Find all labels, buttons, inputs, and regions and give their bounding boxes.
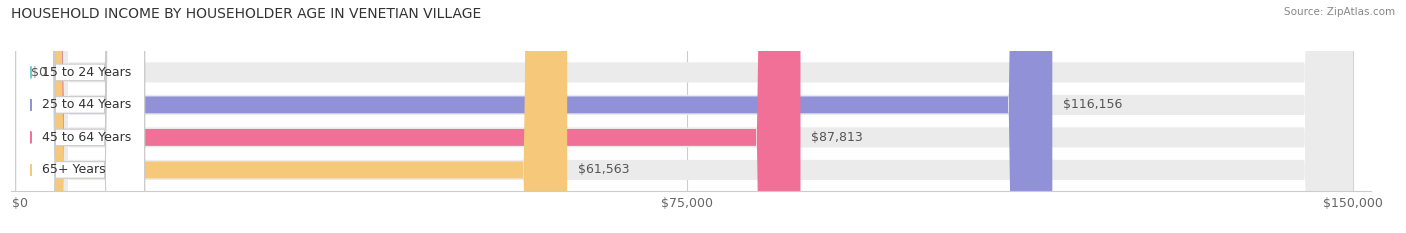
FancyBboxPatch shape <box>15 0 145 233</box>
FancyBboxPatch shape <box>20 0 1353 233</box>
Text: 25 to 44 Years: 25 to 44 Years <box>42 98 132 111</box>
Text: 15 to 24 Years: 15 to 24 Years <box>42 66 132 79</box>
Text: $87,813: $87,813 <box>811 131 863 144</box>
Text: $61,563: $61,563 <box>578 163 630 176</box>
FancyBboxPatch shape <box>15 0 145 233</box>
FancyBboxPatch shape <box>20 0 567 233</box>
FancyBboxPatch shape <box>20 0 1353 233</box>
FancyBboxPatch shape <box>20 0 1353 233</box>
FancyBboxPatch shape <box>15 0 145 233</box>
Text: Source: ZipAtlas.com: Source: ZipAtlas.com <box>1284 7 1395 17</box>
FancyBboxPatch shape <box>20 0 800 233</box>
Text: $116,156: $116,156 <box>1063 98 1122 111</box>
FancyBboxPatch shape <box>20 0 1353 233</box>
Text: 65+ Years: 65+ Years <box>42 163 105 176</box>
Text: $0: $0 <box>31 66 46 79</box>
FancyBboxPatch shape <box>20 0 1052 233</box>
Text: HOUSEHOLD INCOME BY HOUSEHOLDER AGE IN VENETIAN VILLAGE: HOUSEHOLD INCOME BY HOUSEHOLDER AGE IN V… <box>11 7 481 21</box>
Text: 45 to 64 Years: 45 to 64 Years <box>42 131 132 144</box>
FancyBboxPatch shape <box>15 0 145 233</box>
